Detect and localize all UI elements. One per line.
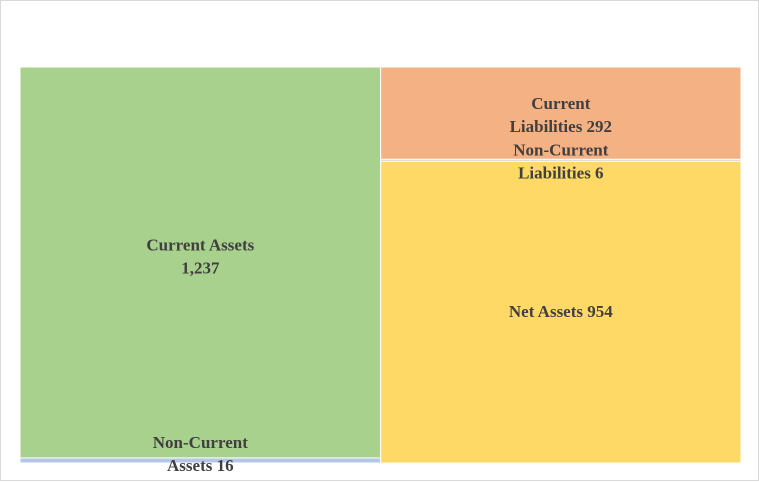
label-non-current-liabilities: Non-Current Liabilities 6 [513, 140, 608, 182]
label-current-liabilities: Current Liabilities 292 [510, 94, 612, 136]
tile-current-assets [19, 66, 382, 459]
label-non-current-assets: Non-Current Assets 16 [153, 433, 248, 475]
label-current-assets: Current Assets 1,237 [146, 235, 254, 277]
label-net-assets: Net Assets 954 [509, 302, 613, 321]
tile-net-assets [380, 160, 742, 464]
